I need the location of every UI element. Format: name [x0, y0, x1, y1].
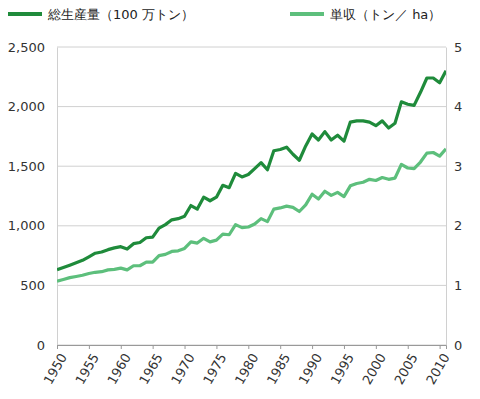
x-tick: 1975 — [200, 345, 230, 387]
y2-tick: 2 — [446, 218, 462, 233]
y-tick-label: 1,000 — [8, 218, 45, 233]
series-line — [57, 149, 446, 281]
x-tick-label: 1985 — [264, 351, 294, 387]
x-tick: 2000 — [359, 345, 389, 387]
y2-tick-label: 4 — [454, 99, 462, 114]
x-tick: 2005 — [391, 345, 421, 387]
y-tick-label: 2,000 — [8, 99, 45, 114]
grid-line — [57, 106, 446, 107]
x-tick-mark — [121, 345, 122, 349]
y-tick-label: 1,500 — [8, 159, 45, 174]
y-tick: 2,500 — [8, 40, 57, 55]
y2-tick: 5 — [446, 40, 462, 55]
y-tick-label: 0 — [37, 338, 45, 353]
x-tick: 1985 — [264, 345, 294, 387]
x-tick-mark — [440, 345, 441, 349]
x-tick-mark — [312, 345, 313, 349]
x-tick-mark — [408, 345, 409, 349]
x-tick-mark — [248, 345, 249, 349]
x-axis-line — [58, 346, 447, 350]
x-tick-label: 2005 — [391, 351, 421, 387]
y2-tick: 1 — [446, 278, 462, 293]
x-tick: 1970 — [168, 345, 198, 387]
chart-svg: 05001,0001,5002,0002,5000123451950195519… — [0, 0, 480, 399]
y-tick: 1,000 — [8, 218, 57, 233]
legend-label: 総生産量（100 万トン） — [47, 7, 194, 22]
chart-container: 05001,0001,5002,0002,5000123451950195519… — [0, 0, 480, 399]
x-tick-mark — [280, 345, 281, 349]
y2-tick: 0 — [446, 338, 462, 353]
x-tick-label: 1980 — [232, 351, 262, 387]
x-axis: 1950195519601965197019751980198519901995… — [41, 345, 453, 387]
x-tick-mark — [344, 345, 345, 349]
grid — [57, 47, 446, 345]
y2-tick-label: 5 — [454, 40, 462, 55]
plot-area — [57, 71, 446, 281]
x-tick-mark — [153, 345, 154, 349]
x-tick-mark — [57, 345, 58, 349]
legend-item: 総生産量（100 万トン） — [8, 7, 194, 22]
x-tick-mark — [89, 345, 90, 349]
y2-tick-label: 0 — [454, 338, 462, 353]
y-tick-label: 500 — [20, 278, 45, 293]
grid-line — [57, 47, 446, 48]
x-tick: 1995 — [328, 345, 358, 387]
legend-swatch — [290, 12, 324, 16]
x-tick: 1965 — [136, 345, 166, 387]
series-line — [57, 71, 446, 270]
y2-tick-label: 1 — [454, 278, 462, 293]
y2-tick: 3 — [446, 159, 462, 174]
x-tick: 1990 — [296, 345, 326, 387]
x-tick: 2010 — [423, 345, 453, 387]
x-tick-mark — [216, 345, 217, 349]
x-tick-label: 1965 — [136, 351, 166, 387]
y2-tick-label: 2 — [454, 218, 462, 233]
y2-tick-label: 3 — [454, 159, 462, 174]
x-tick: 1980 — [232, 345, 262, 387]
y2-axis-line — [446, 48, 447, 346]
x-tick-label: 2010 — [423, 351, 453, 387]
y2-axis: 0 1 2 3 4 5 — [446, 40, 462, 353]
grid-line — [57, 285, 446, 286]
y-tick: 500 — [20, 278, 57, 293]
x-tick: 1950 — [41, 345, 71, 387]
y-axis: 0 500 1,000 1,500 2,000 2,500 — [8, 40, 58, 353]
x-tick-label: 1995 — [328, 351, 358, 387]
grid-line — [57, 166, 446, 167]
legend-label: 単収（トン／ ha） — [330, 7, 441, 22]
y-tick: 1,500 — [8, 159, 57, 174]
y2-tick: 4 — [446, 99, 462, 114]
legend-swatch — [8, 12, 42, 16]
x-tick-label: 1950 — [41, 351, 71, 387]
x-tick-label: 2000 — [359, 351, 389, 387]
x-tick-label: 1970 — [168, 351, 198, 387]
x-tick: 1955 — [72, 345, 102, 387]
x-tick-mark — [185, 345, 186, 349]
x-tick-label: 1975 — [200, 351, 230, 387]
x-tick: 1960 — [104, 345, 134, 387]
legend-item: 単収（トン／ ha） — [290, 7, 441, 22]
y-tick: 2,000 — [8, 99, 57, 114]
y-axis-line — [57, 48, 58, 346]
x-tick-mark — [376, 345, 377, 349]
legend: 総生産量（100 万トン） 単収（トン／ ha） — [8, 7, 441, 22]
x-tick-label: 1960 — [104, 351, 134, 387]
y-tick-label: 2,500 — [8, 40, 45, 55]
x-tick-label: 1955 — [72, 351, 102, 387]
y-tick: 0 — [37, 338, 57, 353]
x-tick-label: 1990 — [296, 351, 326, 387]
